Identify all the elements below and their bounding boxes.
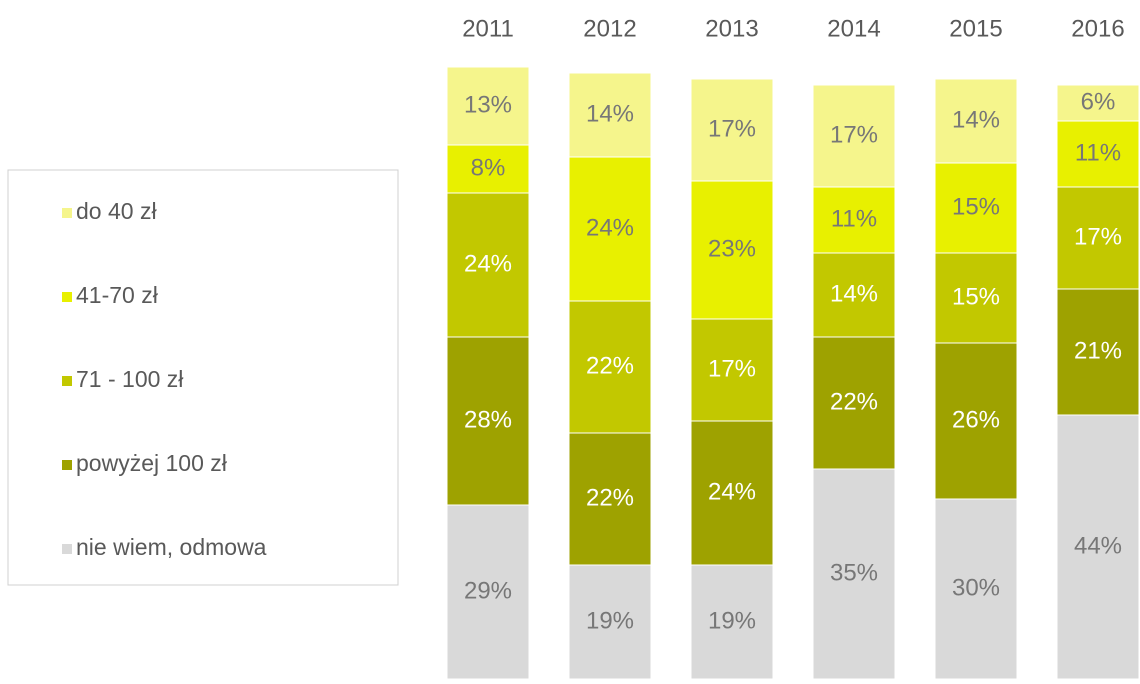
legend-label: do 40 zł bbox=[76, 198, 157, 224]
data-label: 24% bbox=[464, 250, 512, 277]
bar-segment bbox=[812, 252, 896, 338]
x-tick-label: 2013 bbox=[705, 15, 758, 42]
legend-label: 71 - 100 zł bbox=[76, 366, 183, 392]
data-label: 44% bbox=[1074, 532, 1122, 559]
data-label: 8% bbox=[471, 154, 506, 181]
data-label: 19% bbox=[586, 607, 634, 634]
bar-segment bbox=[568, 300, 652, 434]
data-label: 14% bbox=[830, 280, 878, 307]
bar-segment bbox=[934, 78, 1018, 164]
data-label: 17% bbox=[1074, 223, 1122, 250]
bar-segment bbox=[446, 66, 530, 146]
x-tick-label: 2012 bbox=[583, 15, 636, 42]
bar-segment bbox=[568, 156, 652, 302]
data-label: 22% bbox=[586, 484, 634, 511]
data-label: 17% bbox=[708, 115, 756, 142]
bar-segment bbox=[1056, 414, 1140, 680]
bar-segment bbox=[812, 186, 896, 254]
bar-segment bbox=[934, 162, 1018, 254]
legend-label: powyżej 100 zł bbox=[76, 450, 227, 476]
bar-segment bbox=[446, 504, 530, 680]
bar-segment bbox=[812, 84, 896, 188]
data-label: 24% bbox=[586, 214, 634, 241]
bar-segment bbox=[1056, 288, 1140, 416]
data-label: 17% bbox=[830, 121, 878, 148]
bar-segment bbox=[1056, 120, 1140, 188]
data-label: 24% bbox=[708, 478, 756, 505]
data-label: 23% bbox=[708, 235, 756, 262]
data-label: 11% bbox=[1075, 139, 1121, 166]
data-label: 17% bbox=[708, 355, 756, 382]
bar-segment bbox=[446, 192, 530, 338]
data-label: 19% bbox=[708, 607, 756, 634]
x-tick-label: 2016 bbox=[1071, 15, 1124, 42]
bar-segment bbox=[1056, 186, 1140, 290]
legend-swatch bbox=[62, 208, 72, 218]
data-label: 35% bbox=[830, 559, 878, 586]
legend-box bbox=[7, 169, 399, 586]
data-label: 14% bbox=[586, 100, 634, 127]
bar-segment bbox=[568, 72, 652, 158]
bar-segment bbox=[690, 564, 774, 680]
data-label: 11% bbox=[831, 205, 877, 232]
data-label: 21% bbox=[1074, 337, 1122, 364]
legend-swatch bbox=[62, 460, 72, 470]
bar-segment bbox=[934, 342, 1018, 500]
data-label: 22% bbox=[586, 352, 634, 379]
data-label: 28% bbox=[464, 406, 512, 433]
data-label: 13% bbox=[464, 91, 512, 118]
bar-segment bbox=[812, 468, 896, 680]
data-label: 15% bbox=[952, 193, 1000, 220]
bar-segment bbox=[690, 78, 774, 182]
data-label: 26% bbox=[952, 406, 1000, 433]
legend-label: nie wiem, odmowa bbox=[76, 534, 267, 560]
x-tick-label: 2011 bbox=[462, 15, 514, 42]
legend-swatch bbox=[62, 292, 72, 302]
bar-segment bbox=[812, 336, 896, 470]
bar-segment bbox=[568, 432, 652, 566]
bar-segment bbox=[446, 144, 530, 194]
legend-swatch bbox=[62, 376, 72, 386]
data-label: 14% bbox=[952, 106, 1000, 133]
legend-swatch bbox=[62, 544, 72, 554]
data-label: 15% bbox=[952, 283, 1000, 310]
data-label: 22% bbox=[830, 388, 878, 415]
data-label: 30% bbox=[952, 574, 1000, 601]
bar-segment bbox=[934, 252, 1018, 344]
x-tick-label: 2015 bbox=[949, 15, 1002, 42]
bar-segment bbox=[690, 180, 774, 320]
bar-segment bbox=[690, 420, 774, 566]
data-label: 29% bbox=[464, 577, 512, 604]
data-label: 6% bbox=[1081, 88, 1116, 115]
x-tick-label: 2014 bbox=[827, 15, 880, 42]
bar-segment bbox=[1056, 84, 1140, 122]
legend-label: 41-70 zł bbox=[76, 282, 158, 308]
